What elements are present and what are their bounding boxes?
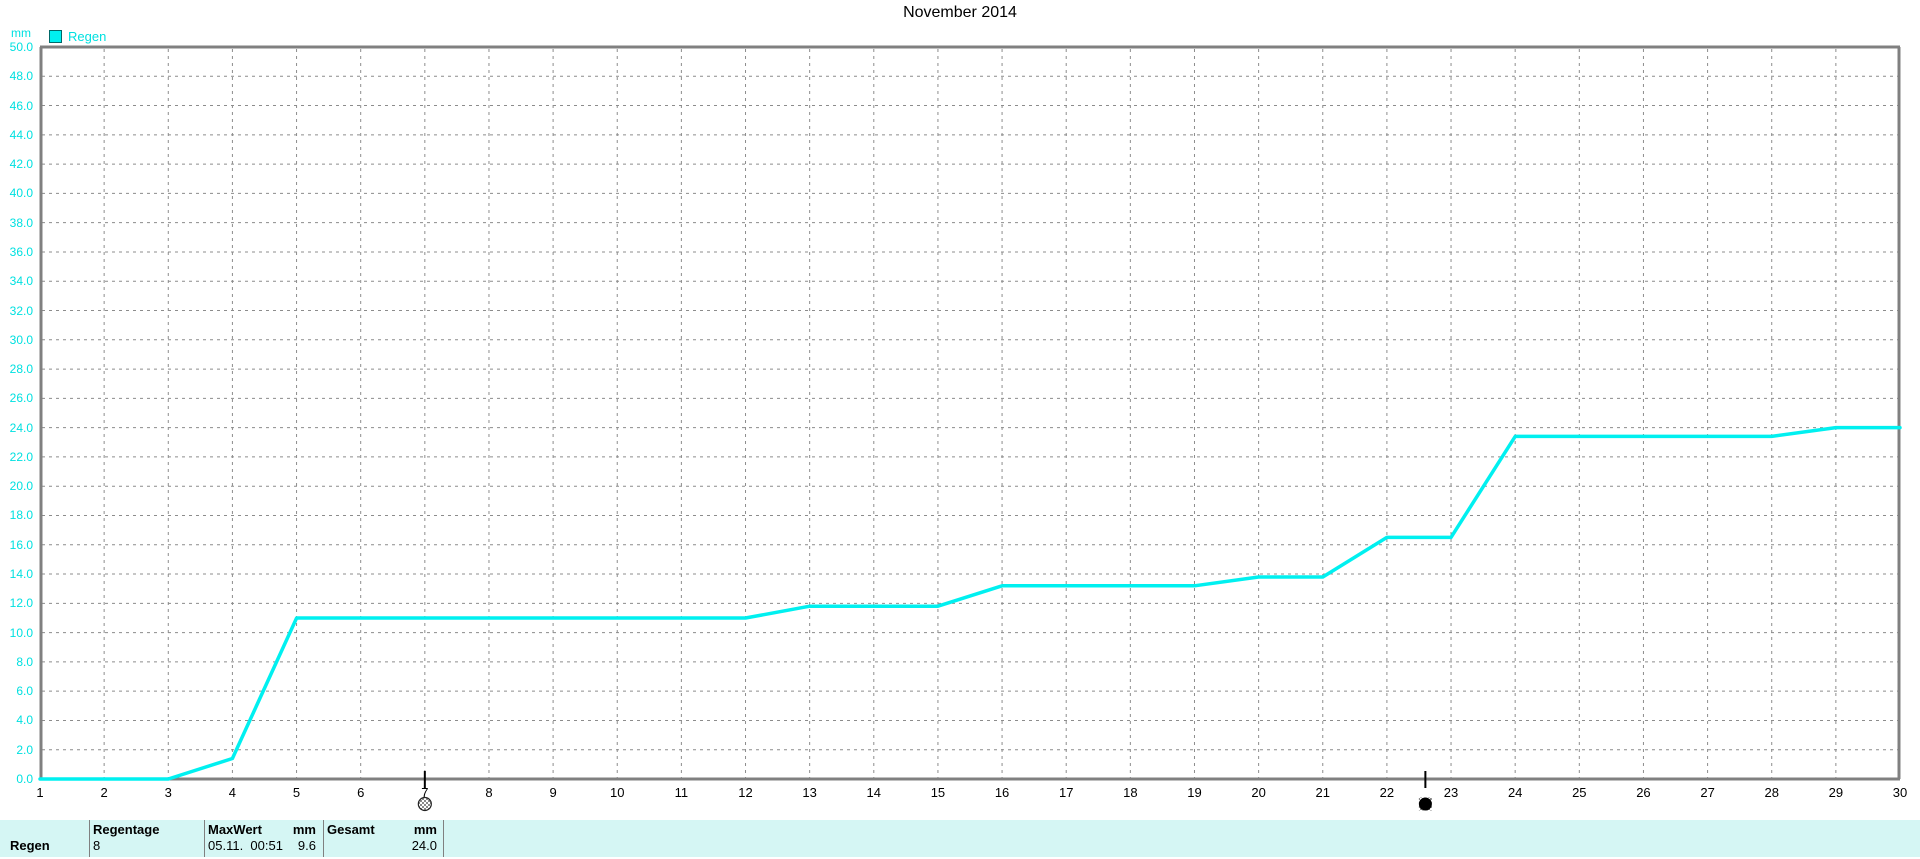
x-tick-label: 26 (1636, 785, 1651, 800)
x-tick-label: 28 (1764, 785, 1779, 800)
y-tick-label: 4.0 (16, 713, 33, 728)
regentage-value: 8 (93, 838, 101, 853)
x-tick-label: 30 (1892, 785, 1908, 800)
moon-marker-layer (417, 771, 1432, 812)
regentage-header: Regentage (93, 822, 160, 837)
grid-layer (42, 49, 1899, 778)
x-tick-label: 4 (228, 785, 237, 800)
gesamt-amount: 24.0 (411, 838, 437, 853)
bar-separator (443, 820, 444, 857)
gesamt-unit: mm (413, 822, 437, 837)
y-tick-label: 28.0 (9, 362, 33, 377)
x-tick-label: 19 (1187, 785, 1202, 800)
maxwert-datetime: 05.11. 00:51 (208, 838, 283, 853)
x-tick-label: 5 (292, 785, 301, 800)
maxwert-amount: 9.6 (297, 838, 316, 853)
y-tick-label: 30.0 (9, 332, 33, 347)
x-tick-label: 9 (549, 785, 557, 800)
chart-title: November 2014 (903, 4, 1017, 21)
maxwert-header: MaxWert (208, 822, 262, 837)
x-tick-label: 1 (36, 785, 44, 800)
y-tick-label: 8.0 (16, 654, 33, 669)
y-tick-label: 20.0 (9, 479, 33, 494)
y-tick-label: 38.0 (9, 215, 33, 230)
y-tick-label: 6.0 (16, 684, 33, 699)
y-tick-label: 48.0 (9, 69, 33, 84)
bar-separator (204, 820, 205, 857)
legend-series-label: Regen (68, 29, 107, 44)
summary-bar: Regen Regentage 8 MaxWert mm 05.11. 00:5… (0, 820, 1920, 857)
x-tick-label: 11 (674, 785, 689, 800)
x-tick-label: 16 (994, 785, 1010, 800)
y-tick-label: 26.0 (9, 391, 33, 406)
legend-swatch-icon (49, 30, 62, 43)
x-tick-label: 20 (1251, 785, 1266, 800)
y-axis-unit-label: mm (11, 26, 31, 40)
x-tick-label: 24 (1507, 785, 1523, 800)
y-tick-label: 40.0 (9, 186, 33, 201)
x-tick-label: 10 (610, 785, 625, 800)
y-tick-label: 44.0 (9, 127, 33, 142)
y-tick-label: 24.0 (9, 420, 33, 435)
x-tick-label: 2 (100, 785, 108, 800)
y-tick-label: 12.0 (9, 596, 33, 611)
y-tick-label: 34.0 (9, 274, 33, 289)
rain-cumulative-line (38, 425, 1902, 781)
x-tick-label: 25 (1572, 785, 1587, 800)
bar-separator (323, 820, 324, 857)
x-tick-label: 18 (1123, 785, 1138, 800)
y-tick-label: 0.0 (16, 772, 33, 786)
y-tick-label: 46.0 (9, 98, 33, 113)
maxwert-unit: mm (292, 822, 316, 837)
y-tick-label: 50.0 (9, 40, 33, 54)
new-moon-icon (1418, 797, 1432, 811)
x-tick-label: 3 (164, 785, 172, 800)
x-tick-label: 7 (421, 785, 429, 800)
y-tick-label: 16.0 (9, 537, 33, 552)
gesamt-header: Gesamt (327, 822, 375, 837)
x-tick-label: 23 (1443, 785, 1459, 800)
y-tick-label: 36.0 (9, 244, 33, 259)
x-tick-label: 15 (930, 785, 946, 800)
x-tick-label: 6 (357, 785, 365, 800)
y-tick-label: 22.0 (9, 449, 33, 464)
summary-row-label: Regen (10, 838, 50, 853)
bar-separator (89, 820, 90, 857)
x-tick-label: 14 (866, 785, 882, 800)
x-tick-label: 17 (1058, 785, 1074, 800)
y-tick-label: 42.0 (9, 157, 33, 172)
y-tick-label: 32.0 (9, 303, 33, 318)
x-tick-label: 8 (485, 785, 493, 800)
series-layer (38, 425, 1902, 781)
x-tick-label: 29 (1828, 785, 1844, 800)
y-tick-label: 10.0 (9, 625, 33, 640)
x-tick-label: 22 (1379, 785, 1395, 800)
x-tick-label: 12 (738, 785, 753, 800)
legend: Regen (49, 29, 106, 44)
x-tick-label: 27 (1700, 785, 1715, 800)
y-tick-label: 14.0 (9, 567, 33, 582)
x-tick-label: 13 (802, 785, 817, 800)
y-tick-label: 18.0 (9, 508, 33, 523)
x-tick-label: 21 (1315, 785, 1330, 800)
y-tick-label: 2.0 (16, 742, 33, 757)
full-moon-icon (417, 796, 432, 812)
axis-border-layer (39, 45, 1901, 781)
